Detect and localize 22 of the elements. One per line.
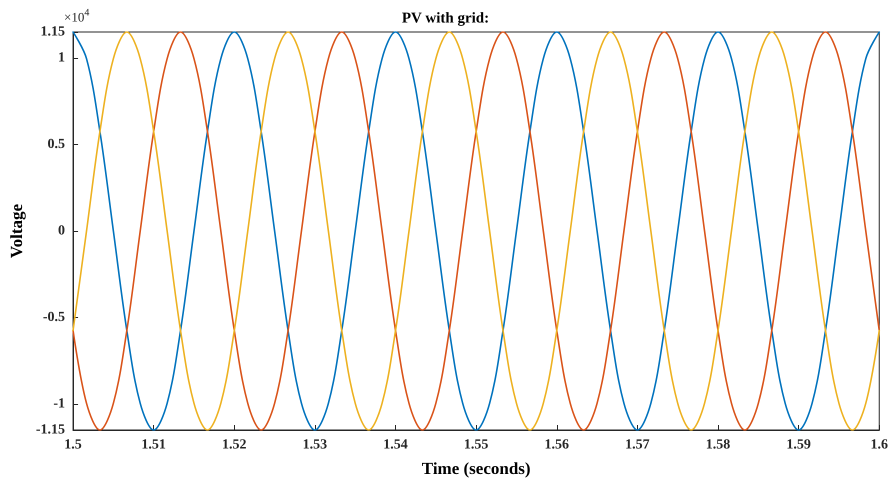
- x-tick-label: 1.58: [706, 438, 730, 452]
- x-tick-label: 1.57: [625, 438, 650, 452]
- x-axis-title: Time (seconds): [422, 459, 531, 478]
- chart-title: PV with grid:: [402, 10, 490, 26]
- y-tick-label: -1: [53, 396, 66, 412]
- line-series: [72, 31, 880, 431]
- y-tick-label: -1.15: [36, 422, 66, 438]
- x-tick-label: 1.52: [222, 438, 247, 452]
- x-tick-label: 1.55: [464, 438, 488, 452]
- y-tick-label: 1: [58, 50, 66, 66]
- y-tick-label: 0: [58, 224, 66, 238]
- x-tick-label: 1.53: [302, 438, 328, 452]
- x-tick-label: 1.54: [383, 438, 408, 452]
- x-tick-label: 1.6: [870, 438, 888, 452]
- x-tick-label: 1.51: [141, 438, 166, 452]
- x-tick-label: 1.56: [544, 438, 570, 452]
- y-tick-label: -0.5: [42, 310, 66, 326]
- x-tick-label: 1.59: [786, 438, 811, 452]
- x-tick-label: 1.5: [64, 438, 82, 452]
- y-axis-title: Voltage: [7, 203, 26, 258]
- y-tick-label: 0.5: [48, 136, 66, 152]
- y-tick-label: 1.15: [40, 24, 66, 40]
